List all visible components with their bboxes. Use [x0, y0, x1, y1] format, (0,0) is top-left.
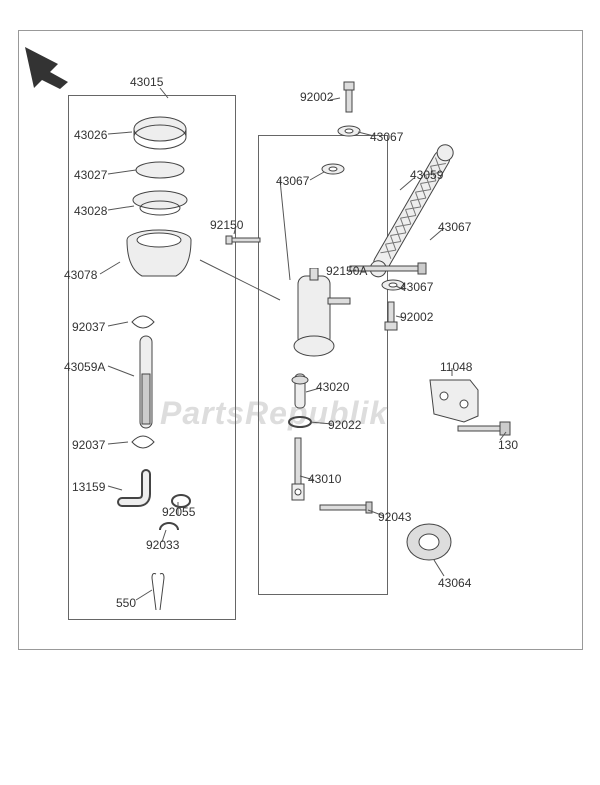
part-label-92043: 92043	[378, 510, 411, 524]
part-label-43027: 43027	[74, 168, 107, 182]
part-circlip	[156, 520, 182, 540]
part-banjo-bolt-top	[338, 80, 360, 116]
part-label-43010: 43010	[308, 472, 341, 486]
part-label-43059: 43059	[410, 168, 443, 182]
part-label-43059A: 43059A	[64, 360, 105, 374]
part-label-92037: 92037	[72, 320, 105, 334]
part-label-43064: 43064	[438, 576, 471, 590]
part-piston	[288, 372, 312, 412]
part-label-43067: 43067	[276, 174, 309, 188]
part-plate	[134, 160, 186, 180]
part-label-43067: 43067	[438, 220, 471, 234]
part-label-43028: 43028	[74, 204, 107, 218]
part-label-43026: 43026	[74, 128, 107, 142]
part-label-43067: 43067	[370, 130, 403, 144]
part-hose-short	[132, 334, 160, 430]
part-clamp-2	[128, 432, 158, 450]
part-label-92033: 92033	[146, 538, 179, 552]
part-pushrod	[286, 436, 310, 506]
part-label-43020: 43020	[316, 380, 349, 394]
part-label-92150A: 92150A	[326, 264, 367, 278]
part-grommet	[404, 520, 454, 564]
part-washer-1	[336, 124, 362, 138]
part-washer-2	[320, 162, 346, 176]
part-cap	[130, 115, 190, 151]
part-bolt-92150	[224, 230, 264, 250]
part-elbow	[116, 468, 162, 514]
part-label-92055: 92055	[162, 505, 195, 519]
part-bolt-130	[456, 420, 512, 438]
part-label-92150: 92150	[210, 218, 243, 232]
part-clamp-1	[128, 312, 158, 330]
part-label-92022: 92022	[328, 418, 361, 432]
part-diaphragm	[130, 190, 190, 220]
part-label-550: 550	[116, 596, 136, 610]
part-cotter-pin	[150, 570, 166, 614]
part-label-43078: 43078	[64, 268, 97, 282]
part-reservoir	[118, 228, 200, 286]
part-label-92002: 92002	[400, 310, 433, 324]
part-master-cylinder	[274, 268, 354, 368]
part-label-130: 130	[498, 438, 518, 452]
part-label-43067: 43067	[400, 280, 433, 294]
part-label-92037: 92037	[72, 438, 105, 452]
part-pin	[318, 500, 374, 516]
part-label-92002: 92002	[300, 90, 333, 104]
part-label-43015: 43015	[130, 75, 163, 89]
part-label-11048: 11048	[440, 360, 472, 374]
part-label-13159: 13159	[72, 480, 105, 494]
corner-arrow-icon	[20, 42, 90, 97]
part-banjo-bolt-bottom	[380, 300, 402, 332]
part-snapring	[286, 414, 314, 430]
